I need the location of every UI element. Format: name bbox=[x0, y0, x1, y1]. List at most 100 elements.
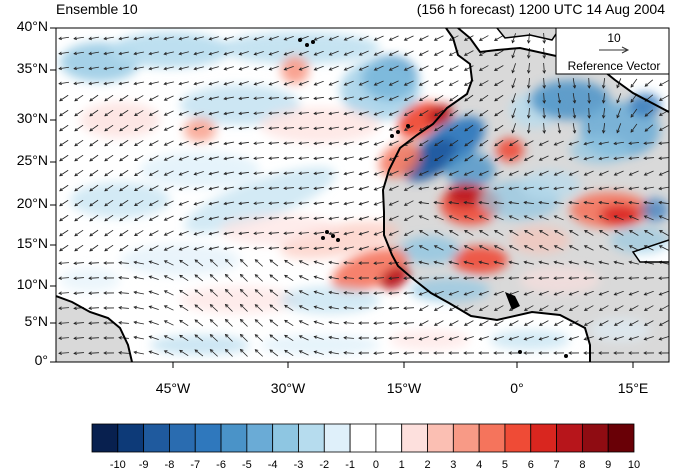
wind-arrow bbox=[328, 305, 339, 310]
wind-arrow bbox=[343, 35, 354, 41]
wind-arrow bbox=[448, 320, 459, 326]
wind-arrow bbox=[509, 155, 519, 162]
wind-arrow bbox=[238, 36, 249, 41]
wind-arrow bbox=[418, 170, 429, 176]
wind-arrow bbox=[223, 171, 234, 176]
wind-arrow bbox=[403, 291, 415, 295]
wind-arrow bbox=[313, 335, 324, 340]
wind-arrow bbox=[133, 81, 144, 86]
wind-arrow bbox=[658, 156, 669, 161]
colorbar-label: -5 bbox=[241, 459, 252, 471]
wind-arrow bbox=[89, 184, 99, 192]
wind-arrow bbox=[193, 186, 204, 191]
wind-arrow bbox=[163, 81, 174, 86]
wind-arrow bbox=[463, 170, 474, 176]
wind-arrow bbox=[493, 200, 505, 205]
colorbar-swatch bbox=[478, 423, 506, 453]
colorbar-swatch bbox=[349, 423, 377, 453]
wind-arrow bbox=[583, 245, 594, 251]
wind-arrow bbox=[88, 276, 100, 280]
wind-arrow bbox=[493, 245, 504, 251]
wind-arrow bbox=[511, 123, 516, 134]
anomaly-patch bbox=[403, 138, 457, 182]
wind-arrow bbox=[193, 66, 204, 71]
wind-arrow bbox=[464, 154, 474, 162]
wind-arrow bbox=[343, 80, 354, 86]
wind-arrow bbox=[73, 276, 85, 281]
wind-arrow bbox=[418, 200, 430, 205]
wind-arrow bbox=[163, 110, 174, 116]
wind-arrow bbox=[373, 95, 384, 101]
wind-arrow bbox=[448, 260, 459, 265]
wind-arrow bbox=[298, 111, 310, 116]
wind-arrow bbox=[358, 111, 369, 116]
wind-arrow bbox=[433, 80, 444, 86]
wind-arrow bbox=[89, 169, 99, 177]
wind-arrow bbox=[268, 186, 280, 191]
wind-arrow bbox=[478, 215, 489, 221]
wind-arrow bbox=[583, 141, 594, 146]
wind-arrow bbox=[418, 125, 429, 131]
y-tick-label-15n: 15°N bbox=[16, 235, 48, 251]
wind-arrow bbox=[388, 306, 400, 311]
anomaly-patch bbox=[280, 286, 380, 314]
wind-arrow bbox=[193, 246, 204, 251]
anomaly-patch bbox=[184, 166, 336, 234]
wind-arrow bbox=[269, 289, 279, 297]
wind-arrow bbox=[613, 245, 624, 251]
colorbar-swatch bbox=[375, 423, 403, 453]
anomaly-patch bbox=[400, 236, 460, 264]
wind-arrow bbox=[239, 288, 248, 297]
wind-arrow bbox=[358, 126, 369, 131]
island-marker bbox=[321, 236, 325, 240]
wind-arrow bbox=[58, 276, 70, 280]
wind-arrow bbox=[313, 260, 324, 265]
wind-arrow bbox=[463, 260, 474, 265]
wind-arrow bbox=[298, 290, 309, 296]
wind-arrow bbox=[103, 306, 115, 310]
wind-arrow bbox=[253, 216, 265, 221]
wind-arrow bbox=[88, 321, 100, 325]
wind-arrow bbox=[238, 111, 250, 116]
wind-arrow bbox=[104, 244, 114, 252]
wind-arrow bbox=[418, 186, 429, 191]
wind-arrow bbox=[358, 50, 369, 56]
wind-arrow bbox=[148, 95, 159, 101]
wind-arrow bbox=[103, 291, 115, 295]
wind-arrow bbox=[644, 109, 654, 117]
wind-arrow bbox=[224, 258, 233, 267]
wind-arrow bbox=[358, 216, 369, 221]
wind-arrow bbox=[133, 140, 144, 147]
wind-arrow bbox=[179, 319, 189, 327]
wind-arrow bbox=[538, 215, 549, 221]
wind-arrow bbox=[178, 66, 189, 71]
wind-arrow bbox=[89, 94, 99, 102]
wind-arrow bbox=[148, 170, 159, 176]
y-tick-label-35n: 35°N bbox=[16, 60, 48, 76]
wind-arrow bbox=[493, 290, 504, 296]
wind-arrow bbox=[193, 216, 204, 221]
wind-arrow bbox=[268, 216, 280, 221]
wind-arrow bbox=[343, 126, 354, 131]
wind-arrow bbox=[74, 214, 84, 222]
island-marker bbox=[406, 124, 410, 128]
wind-arrow bbox=[343, 336, 355, 340]
wind-arrow bbox=[118, 51, 129, 56]
wind-arrow bbox=[508, 215, 519, 221]
wind-arrow bbox=[73, 351, 85, 356]
wind-arrow bbox=[598, 351, 610, 355]
wind-arrow bbox=[587, 92, 591, 104]
y-tick-label-5n: 5°N bbox=[24, 313, 49, 329]
wind-arrow bbox=[658, 170, 669, 176]
wind-arrow bbox=[418, 276, 430, 280]
wind-arrow bbox=[403, 230, 414, 236]
wind-arrow bbox=[658, 290, 669, 296]
wind-arrow bbox=[526, 92, 531, 104]
wind-arrow bbox=[583, 336, 594, 341]
wind-arrow bbox=[73, 261, 85, 266]
wind-arrow bbox=[358, 141, 369, 146]
anomaly-patch bbox=[150, 335, 250, 355]
wind-arrow bbox=[523, 200, 535, 205]
wind-arrow bbox=[463, 351, 475, 355]
wind-arrow bbox=[478, 200, 490, 205]
